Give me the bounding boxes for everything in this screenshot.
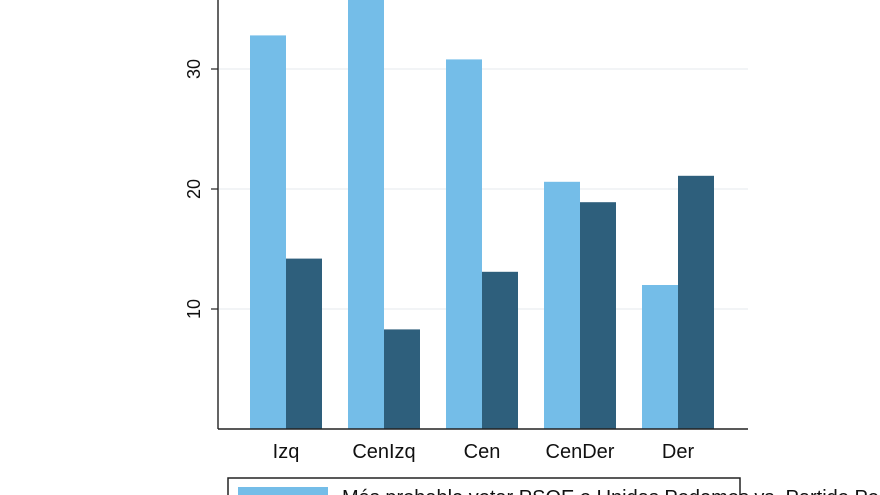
y-tick-label: 30 bbox=[184, 59, 204, 79]
axes bbox=[217, 0, 748, 430]
bar-izq-series-1 bbox=[250, 35, 286, 430]
bars bbox=[250, 0, 714, 430]
bar-izq-series-2 bbox=[286, 258, 322, 429]
bar-cenizq-series-2 bbox=[384, 329, 420, 429]
bar-cender-series-2 bbox=[580, 202, 616, 429]
x-category-label: CenIzq bbox=[352, 441, 415, 463]
legend: Más probable votar PSOE o Unidas Podemos… bbox=[227, 477, 880, 495]
x-category-label: CenDer bbox=[546, 441, 615, 463]
y-tick-label: 10 bbox=[184, 299, 204, 319]
y-ticks: 10 20 30 bbox=[184, 59, 218, 319]
y-tick-label: 20 bbox=[184, 179, 204, 199]
bar-cenizq-series-1 bbox=[348, 0, 384, 429]
legend-swatch-series-1 bbox=[238, 487, 328, 495]
legend-box bbox=[227, 477, 741, 495]
bar-cen-series-1 bbox=[446, 59, 482, 430]
bar-cender-series-1 bbox=[544, 181, 580, 429]
bar-cen-series-2 bbox=[482, 271, 518, 429]
x-category-label: Cen bbox=[464, 441, 501, 463]
x-category-labels: Izq CenIzq Cen CenDer Der bbox=[273, 441, 695, 463]
bar-der-series-1 bbox=[642, 285, 678, 429]
x-category-label: Izq bbox=[273, 441, 300, 463]
bar-der-series-2 bbox=[678, 175, 714, 429]
legend-label-series-1: Más probable votar PSOE o Unidas Podemos… bbox=[342, 487, 880, 495]
x-category-label: Der bbox=[662, 441, 695, 463]
